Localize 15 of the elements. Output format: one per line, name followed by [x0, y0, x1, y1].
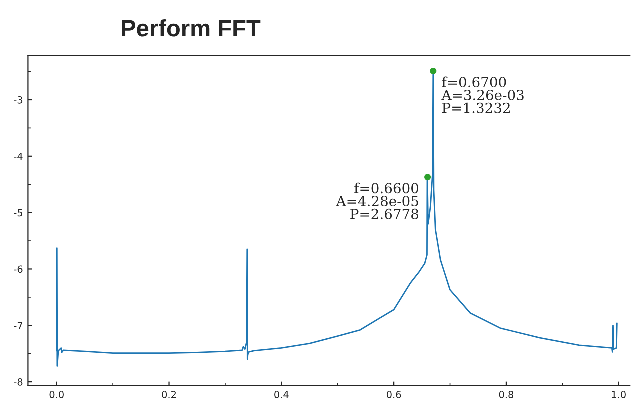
x-tick-label: 0.6 — [386, 391, 402, 398]
y-tick-label: -5 — [14, 209, 22, 217]
y-tick-label: -3 — [14, 96, 23, 104]
annotation: f=0.6600 A=4.28e-05 P=2.6778 — [336, 182, 419, 220]
x-tick-label: 1.0 — [612, 391, 626, 398]
chart-title: Perform FFT — [122, 19, 261, 37]
annotation: f=0.6700 A=3.26e-03 P=1.3232 — [442, 76, 524, 114]
y-tick-label: -7 — [14, 322, 23, 330]
x-tick-label: 0.8 — [499, 391, 514, 398]
y-tick-label: -8 — [14, 378, 23, 386]
y-tick-label: -4 — [14, 153, 23, 160]
y-tick-label: -6 — [14, 266, 23, 274]
x-tick-label: 0.4 — [274, 391, 289, 398]
x-tick-label: 0.0 — [50, 391, 64, 398]
x-tick-label: 0.2 — [162, 391, 176, 398]
